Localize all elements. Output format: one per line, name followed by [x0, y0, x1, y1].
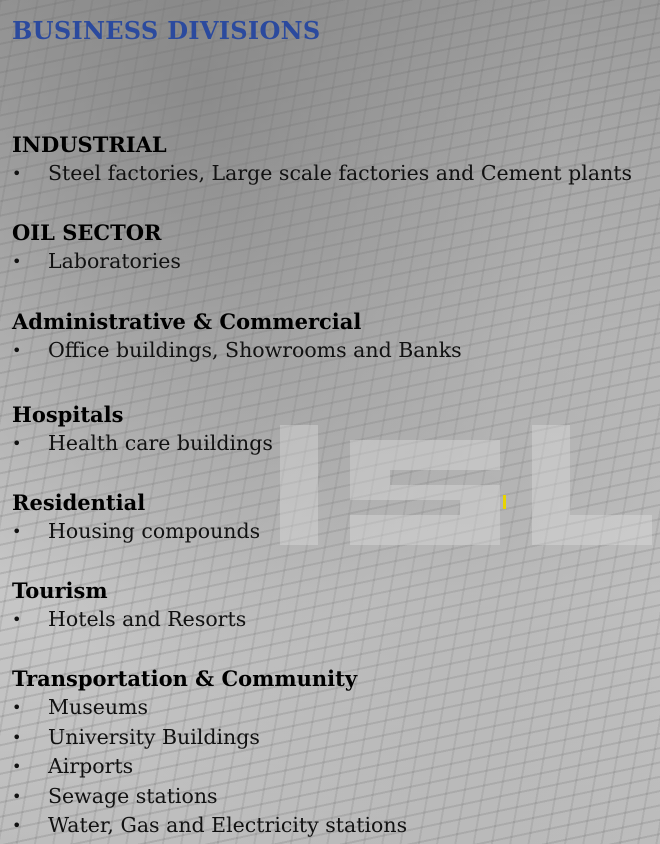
bullet-icon: •	[12, 816, 22, 835]
list-item: • University Buildings	[12, 723, 407, 753]
list-item: • Steel factories, Large scale factories …	[12, 159, 632, 189]
section-heading: Tourism	[12, 578, 108, 603]
section-administrative-commercial: Administrative & Commercial • Office buil…	[12, 308, 462, 366]
page-title: BUSINESS DIVISIONS	[12, 16, 321, 45]
bullet-icon: •	[12, 698, 22, 717]
section-oil-sector: OIL SECTOR • Laboratories	[12, 219, 181, 277]
section-heading: OIL SECTOR	[12, 220, 162, 245]
section-residential: Residential • Housing compounds	[12, 489, 260, 547]
bullet-icon: •	[12, 610, 22, 629]
bullet-icon: •	[12, 434, 22, 453]
section-hospitals: Hospitals • Health care buildings	[12, 401, 273, 459]
list-item: • Museums	[12, 693, 407, 723]
list-item: • Water, Gas and Electricity stations	[12, 811, 407, 841]
bullet-icon: •	[12, 757, 22, 776]
list-item: • Office buildings, Showrooms and Banks	[12, 336, 462, 366]
section-heading: Hospitals	[12, 402, 124, 427]
bullet-icon: •	[12, 341, 22, 360]
section-heading: Transportation & Community	[12, 666, 358, 691]
bullet-icon: •	[12, 252, 22, 271]
bullet-icon: •	[12, 727, 22, 747]
bullet-icon: •	[12, 164, 22, 183]
watermark-accent	[503, 495, 506, 509]
watermark-logo	[280, 425, 652, 545]
section-industrial: INDUSTRIAL • Steel factories, Large scale…	[12, 131, 632, 189]
section-transportation-community: Transportation & Community • Museums • Uni…	[12, 665, 407, 841]
bullet-icon: •	[12, 786, 22, 806]
list-item: • Laboratories	[12, 247, 181, 277]
list-item: • Health care buildings	[12, 429, 273, 459]
section-heading: Administrative & Commercial	[12, 309, 362, 334]
list-item: • Sewage stations	[12, 782, 407, 812]
section-heading: Residential	[12, 490, 146, 515]
list-item: • Airports	[12, 752, 407, 782]
section-heading: INDUSTRIAL	[12, 132, 167, 157]
bullet-icon: •	[12, 522, 22, 541]
section-tourism: Tourism • Hotels and Resorts	[12, 577, 246, 635]
list-item: • Housing compounds	[12, 517, 260, 547]
list-item: • Hotels and Resorts	[12, 605, 246, 635]
